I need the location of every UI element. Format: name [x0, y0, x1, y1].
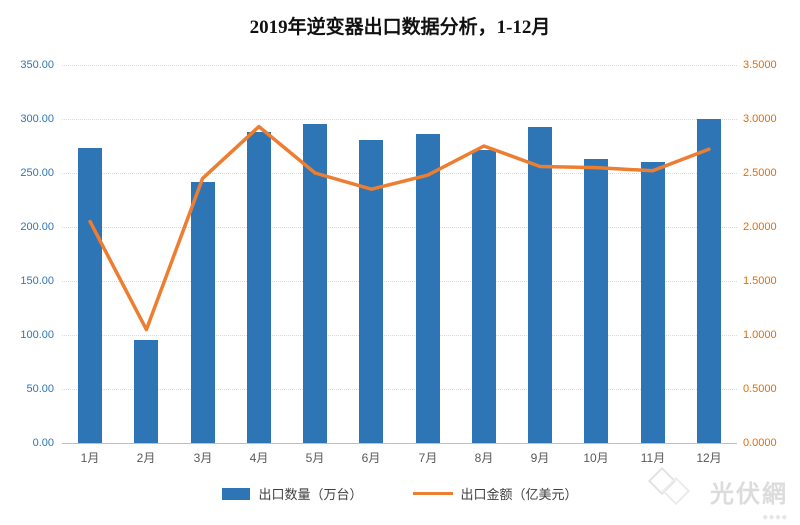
x-axis-label-4月: 4月 — [249, 451, 269, 465]
left-axis-tick-label: 150.00 — [20, 275, 54, 287]
watermark-subtext: ◆◆◆◆ — [762, 514, 788, 521]
bar-1月 — [78, 148, 102, 443]
right-y-axis: 0.0000 0.5000 1.0000 1.5000 2.0000 2.5000 3.00… — [743, 59, 800, 449]
bar-12月 — [697, 119, 721, 443]
bar-11月 — [641, 162, 665, 443]
left-axis-tick-label: 250.00 — [20, 167, 54, 179]
legend-item-bar: 出口数量（万台） — [222, 484, 363, 503]
gridline — [62, 389, 737, 390]
watermark-text: 光伏網 — [710, 481, 788, 508]
watermark: 光伏網 ◆◆◆◆ — [642, 466, 792, 525]
right-axis-tick-label: 3.5000 — [743, 59, 777, 71]
x-axis-label-12月: 12月 — [696, 451, 722, 465]
line-series — [88, 124, 711, 332]
left-axis-tick-label: 300.00 — [20, 113, 54, 125]
bar-9月 — [528, 127, 552, 443]
x-axis-label-5月: 5月 — [305, 451, 325, 465]
x-axis-label-11月: 11月 — [640, 451, 666, 465]
gridline — [62, 65, 737, 66]
left-axis-tick-label: 100.00 — [20, 329, 54, 341]
x-axis-label-1月: 1月 — [80, 451, 100, 465]
gridline — [62, 173, 737, 174]
right-axis-tick-label: 0.0000 — [743, 437, 777, 449]
legend-item-line: 出口金额（亿美元） — [412, 484, 578, 503]
bar-5月 — [303, 124, 327, 443]
legend-line-label: 出口金额（亿美元） — [460, 487, 578, 502]
left-axis-tick-label: 200.00 — [20, 221, 54, 233]
legend-bar-label: 出口数量（万台） — [258, 487, 363, 502]
x-axis-label-9月: 9月 — [530, 451, 550, 465]
bar-series-swatch — [222, 487, 251, 500]
right-axis-tick-label: 1.5000 — [743, 275, 777, 287]
bar-8月 — [472, 150, 496, 443]
x-axis-label-10月: 10月 — [583, 451, 609, 465]
bar-10月 — [584, 159, 608, 443]
left-axis-tick-label: 350.00 — [20, 59, 54, 71]
left-axis-tick-label: 0.00 — [32, 437, 54, 449]
x-axis-label-7月: 7月 — [418, 451, 438, 465]
gridline — [62, 281, 737, 282]
chart-title: 2019年逆变器出口数据分析，1-12月 — [249, 17, 551, 38]
bar-7月 — [416, 134, 440, 443]
x-axis: 1月 2月 3月 4月 5月 6月 7月 8月 9月 10月 11月 12月 — [62, 449, 737, 467]
right-axis-tick-label: 2.5000 — [743, 167, 777, 179]
left-axis-tick-label: 50.00 — [26, 383, 54, 395]
right-axis-tick-label: 2.0000 — [743, 221, 777, 233]
x-axis-label-2月: 2月 — [136, 451, 156, 465]
bar-3月 — [191, 182, 215, 443]
line-series-swatch — [412, 492, 453, 495]
gridline — [62, 335, 737, 336]
x-axis-label-6月: 6月 — [361, 451, 381, 465]
bar-4月 — [247, 132, 271, 443]
chart-legend: 出口数量（万台） 出口金额（亿美元） — [0, 484, 800, 503]
plot-area — [62, 65, 737, 444]
gridline — [62, 227, 737, 228]
x-axis-label-3月: 3月 — [193, 451, 213, 465]
left-y-axis: 0.00 50.00 100.00 150.00 200.00 250.00 300.00 3… — [0, 59, 56, 449]
right-axis-tick-label: 0.5000 — [743, 383, 777, 395]
right-axis-tick-label: 1.0000 — [743, 329, 777, 341]
x-axis-label-8月: 8月 — [474, 451, 494, 465]
bar-2月 — [134, 340, 158, 443]
export-amount-line — [88, 124, 711, 332]
gridline — [62, 119, 737, 120]
right-axis-tick-label: 3.0000 — [743, 113, 777, 125]
